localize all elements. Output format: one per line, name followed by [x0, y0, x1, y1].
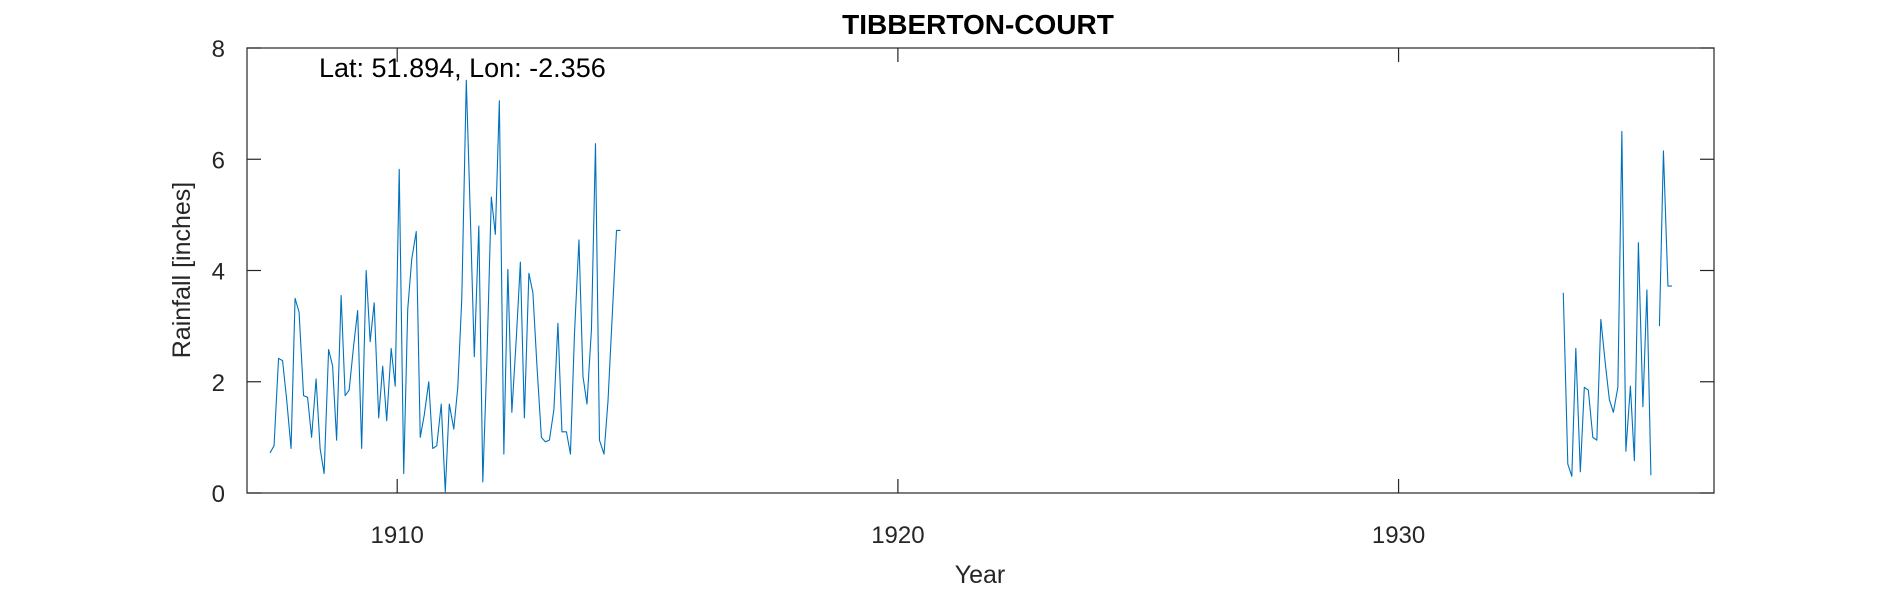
y-tick-label: 4: [212, 259, 225, 286]
location-annotation: Lat: 51.894, Lon: -2.356: [319, 53, 606, 83]
x-axis-label: Year: [955, 561, 1006, 589]
y-tick-label: 2: [212, 370, 225, 397]
y-axis-ticks: 0 2 4 6 8: [212, 36, 1714, 508]
y-tick-label: 8: [212, 36, 225, 63]
rainfall-series: [269, 79, 1672, 493]
x-tick-label: 1930: [1372, 522, 1425, 549]
y-axis-label: Rainfall [inches]: [168, 182, 196, 358]
x-tick-label: 1920: [871, 522, 924, 549]
chart-title: TIBBERTON-COURT: [842, 9, 1114, 40]
y-tick-label: 0: [212, 481, 225, 508]
y-tick-label: 6: [212, 147, 225, 174]
x-tick-label: 1910: [371, 522, 424, 549]
series-line: [269, 79, 621, 493]
x-axis-ticks: 1910 1920 1930: [371, 48, 1425, 549]
series-line: [1562, 130, 1672, 477]
